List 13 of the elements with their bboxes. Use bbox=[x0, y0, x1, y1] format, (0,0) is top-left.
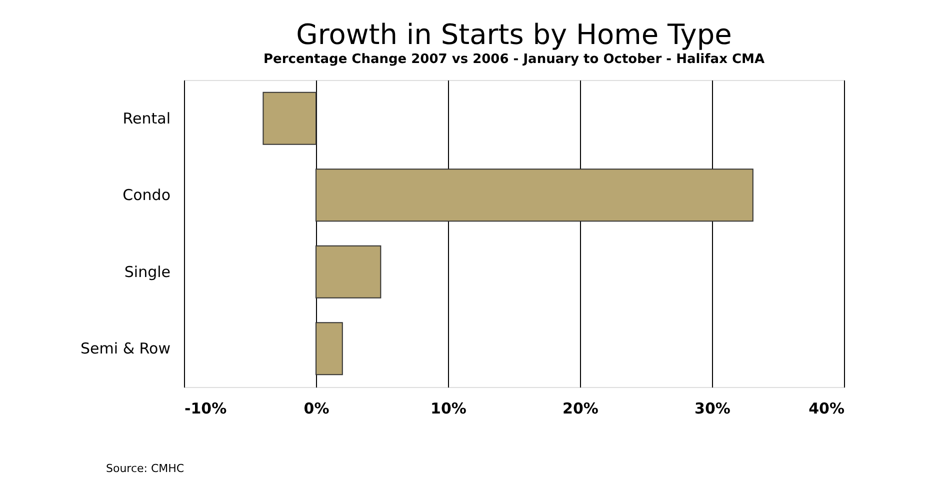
chart-subtitle: Percentage Change 2007 vs 2006 - January to October - Halifax CMA bbox=[263, 52, 765, 67]
source-note: Source: CMHC bbox=[106, 462, 184, 475]
y-tick-label: Condo bbox=[122, 186, 170, 204]
y-tick-label: Single bbox=[124, 262, 170, 281]
y-tick-label: Semi & Row bbox=[80, 340, 170, 358]
x-tick-label: 10% bbox=[430, 400, 466, 418]
y-tick-label: Rental bbox=[122, 109, 170, 128]
x-tick-label: -10% bbox=[184, 400, 227, 418]
x-tick-label: 0% bbox=[304, 400, 330, 418]
x-tick-label: 30% bbox=[694, 400, 730, 418]
x-tick-label: 40% bbox=[808, 400, 844, 418]
x-tick-label: 20% bbox=[562, 400, 598, 418]
chart-title: Growth in Starts by Home Type bbox=[296, 18, 732, 51]
